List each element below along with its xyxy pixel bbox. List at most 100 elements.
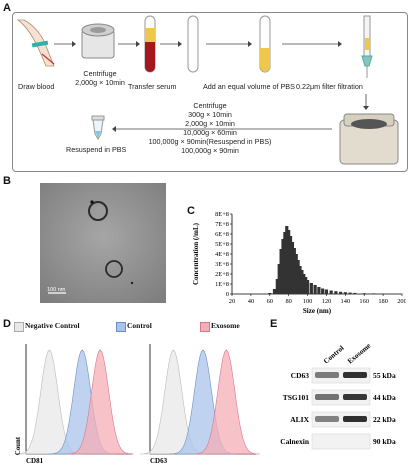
arrow-icon [282,41,342,47]
y-tick-label: 0 [226,291,229,298]
x-tick-label: 140 [341,298,351,305]
label-filter: 0.22μm filter filtration [296,82,363,91]
serum-tube-icon [144,15,156,73]
y-tick-label: 4E+8 [215,251,229,258]
blot-kda-label: 55 kDa [373,371,396,380]
histogram-bar [317,287,321,294]
step-3: 10,000g × 60min [183,128,237,137]
histogram-bar [348,292,352,294]
blot-strip [311,389,371,406]
x-tick-label: 20 [229,298,235,305]
step-4: 100,000g × 90min(Resuspend in PBS) [148,137,272,146]
histogram-bar [339,291,343,294]
peak-exosome [66,349,134,455]
y-tick-label: 1E+8 [215,281,229,288]
blot-protein-label: Calnexin [280,437,310,446]
legend-negative-control: Negative Control [25,321,80,330]
blot-kda-label: 22 kDa [373,415,396,424]
arrow-left-icon [112,126,332,132]
y-axis-label: Concentration (/mL) [192,222,200,285]
histogram-bar [329,290,333,294]
legend-swatch-negative [14,322,24,332]
blot-strip [311,411,371,428]
label-transfer-serum: Transfer serum [128,82,177,91]
label-draw-blood: Draw blood [18,82,55,91]
panel-label-e: E [270,318,278,330]
peak-exosome [192,349,260,455]
x-tick-label: 100 [303,298,313,305]
histogram-bar [275,279,279,294]
histogram-bar [343,292,347,294]
legend-swatch-control [116,322,126,332]
y-tick-label: 2E+8 [215,271,229,278]
eppendorf-tube-icon [91,115,105,140]
x-tick-label: 60 [267,298,273,305]
histogram-bar [324,289,329,294]
blot-kda-label: 44 kDa [373,393,396,402]
blot-kda-label: 90 kDa [373,437,396,446]
histogram-bar [296,260,300,294]
histogram-bar [277,264,281,294]
blot-band [315,394,339,400]
histogram-bar [285,226,289,294]
y-tick-label: 3E+8 [215,261,229,268]
pbs-tube-icon [259,15,271,73]
panel-label-a: A [3,2,11,14]
legend-swatch-exosome [200,322,210,332]
histogram-bar [321,288,325,294]
histogram-bar [279,249,283,294]
y-tick-label: 6E+8 [215,231,229,238]
arrow-down-icon [363,94,369,110]
blot-protein-label: CD63 [291,371,310,380]
blot-band [343,372,367,378]
centrifuge-icon [81,23,115,59]
label-centrifuge-2: Centrifuge [193,101,227,110]
histogram-bar [288,236,293,294]
histogram-bar [281,239,285,294]
histogram-bar [283,232,287,294]
blot-strip [311,367,371,384]
tem-image [40,183,166,303]
arrow-icon [160,41,182,47]
step-5: 100,000g × 90min [181,146,239,155]
legend-control: Control [127,321,152,330]
ultracentrifuge-icon [339,113,399,165]
panel-label-c: C [187,205,195,217]
histogram-bar [305,280,310,294]
x-tick-label: 200 [397,298,406,305]
y-tick-label: 5E+8 [215,241,229,248]
histogram-bar [313,285,317,294]
x-axis-label: CD63 [150,457,168,464]
flow-histogram-cd81: CD81 Count [15,344,134,464]
histogram-bar [287,230,291,294]
western-blot: Control Exosome CD63 55 kDa TSG101 44 kDa ALIX… [280,342,396,450]
lane-label-control: Control [322,344,345,365]
histogram-bar [268,293,272,294]
y-tick-label: 8E+8 [215,211,229,218]
histogram-bar [272,289,277,294]
histogram-bar [372,293,376,294]
histogram-bar [353,292,357,294]
panel-label-d: D [3,318,11,330]
histogram-bar [298,266,302,294]
arrow-icon [118,41,140,47]
step-1: 300g × 10min [188,110,232,119]
histogram-bar [362,293,366,294]
histogram-bar [302,274,306,294]
label-centrifuge-1: Centrifuge [83,69,117,78]
lane-label-exosome: Exosome [346,342,372,366]
label-add-pbs: Add an equal volume of PBS [203,82,295,91]
histogram-bar [294,254,298,294]
y-tick-label: 7E+8 [215,221,229,228]
x-tick-label: 180 [378,298,388,305]
blot-band [343,416,367,422]
flow-histogram-cd63: CD63 [139,344,260,464]
label-resuspend: Resuspend in PBS [66,145,127,154]
size-distribution-chart: 0 1E+8 2E+8 3E+8 4E+8 5E+8 6E+8 7E+8 8E+8 20 40 60 8… [192,211,406,315]
histogram-bar [309,283,313,294]
y-axis-label: Count [15,436,22,455]
blot-protein-label: ALIX [290,415,309,424]
syringe-filter-icon [361,15,373,78]
arrow-icon [206,41,252,47]
blot-protein-label: TSG101 [283,393,310,402]
